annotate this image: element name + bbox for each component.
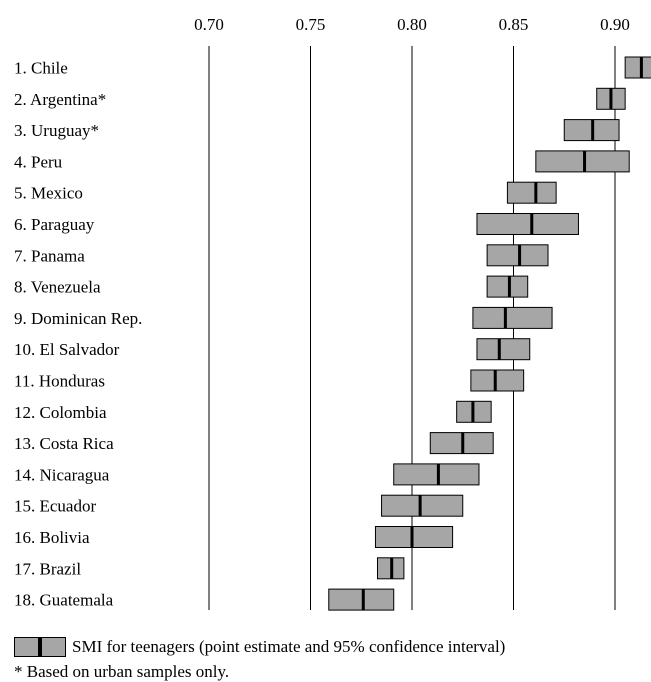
- legend-text: SMI for teenagers (point estimate and 95…: [72, 637, 506, 656]
- point-estimate-mark: [583, 150, 587, 172]
- country-label: 2. Argentina*: [14, 90, 106, 109]
- point-estimate-mark: [471, 401, 475, 423]
- point-estimate-mark: [410, 526, 414, 548]
- point-estimate-mark: [534, 182, 538, 204]
- x-tick-label: 0.85: [499, 15, 529, 34]
- country-label: 9. Dominican Rep.: [14, 309, 142, 328]
- legend: SMI for teenagers (point estimate and 95…: [14, 636, 505, 658]
- point-estimate-mark: [503, 307, 507, 329]
- x-tick-label: 0.90: [600, 15, 630, 34]
- confidence-interval-bar: [624, 56, 651, 79]
- legend-swatch-estimate-mark: [38, 638, 42, 656]
- x-tick-label: 0.70: [194, 15, 224, 34]
- point-estimate-mark: [418, 495, 422, 517]
- confidence-interval-bar: [393, 463, 480, 486]
- country-label: 1. Chile: [14, 59, 68, 78]
- confidence-interval-bar: [470, 369, 525, 392]
- point-estimate-mark: [390, 557, 394, 579]
- confidence-interval-bar: [472, 306, 553, 329]
- interval-chart: 0.70 0.75 0.80 0.85 0.90 1. Chile 2. Argentin…: [14, 15, 651, 611]
- confidence-interval-bar: [476, 338, 531, 361]
- country-labels: 1. Chile 2. Argentina* 3. Uruguay* 4. Peru 5…: [14, 59, 142, 610]
- confidence-intervals: [328, 56, 651, 611]
- country-label: 6. Paraguay: [14, 215, 95, 234]
- country-label: 7. Panama: [14, 246, 85, 265]
- x-tick-labels: 0.70 0.75 0.80 0.85 0.90: [194, 15, 630, 34]
- footnote: * Based on urban samples only.: [14, 662, 230, 681]
- x-tick-label: 0.75: [296, 15, 326, 34]
- confidence-interval-bar: [486, 275, 529, 298]
- confidence-interval-bar: [486, 244, 549, 267]
- confidence-interval-bar: [476, 213, 579, 235]
- country-label: 18. Guatemala: [14, 591, 114, 610]
- confidence-interval-bar: [374, 526, 454, 548]
- confidence-interval-bar: [506, 181, 557, 204]
- point-estimate-mark: [518, 244, 522, 266]
- x-tick-label: 0.80: [397, 15, 427, 34]
- country-label: 10. El Salvador: [14, 340, 120, 359]
- point-estimate-mark: [497, 338, 501, 360]
- point-estimate-mark: [591, 119, 595, 141]
- point-estimate-mark: [361, 589, 365, 611]
- point-estimate-mark: [436, 463, 440, 485]
- country-label: 14. Nicaragua: [14, 465, 110, 484]
- point-estimate-mark: [609, 88, 613, 110]
- country-label: 4. Peru: [14, 152, 63, 171]
- confidence-interval-bar: [535, 150, 630, 173]
- country-label: 15. Ecuador: [14, 497, 96, 516]
- point-estimate-mark: [639, 57, 643, 78]
- point-estimate-mark: [493, 370, 497, 391]
- country-label: 16. Bolivia: [14, 528, 90, 547]
- grid-lines: [208, 46, 616, 610]
- country-label: 11. Honduras: [14, 372, 105, 391]
- point-estimate-mark: [530, 213, 534, 235]
- country-label: 3. Uruguay*: [14, 121, 99, 140]
- country-label: 13. Costa Rica: [14, 434, 114, 453]
- point-estimate-mark: [461, 432, 465, 454]
- point-estimate-mark: [507, 276, 511, 298]
- country-label: 5. Mexico: [14, 184, 83, 203]
- country-label: 12. Colombia: [14, 403, 107, 422]
- country-label: 17. Brazil: [14, 559, 81, 578]
- confidence-interval-bar: [328, 588, 395, 611]
- country-label: 8. Venezuela: [14, 278, 101, 297]
- legend-swatch: [14, 637, 66, 657]
- confidence-interval-bar: [381, 494, 464, 517]
